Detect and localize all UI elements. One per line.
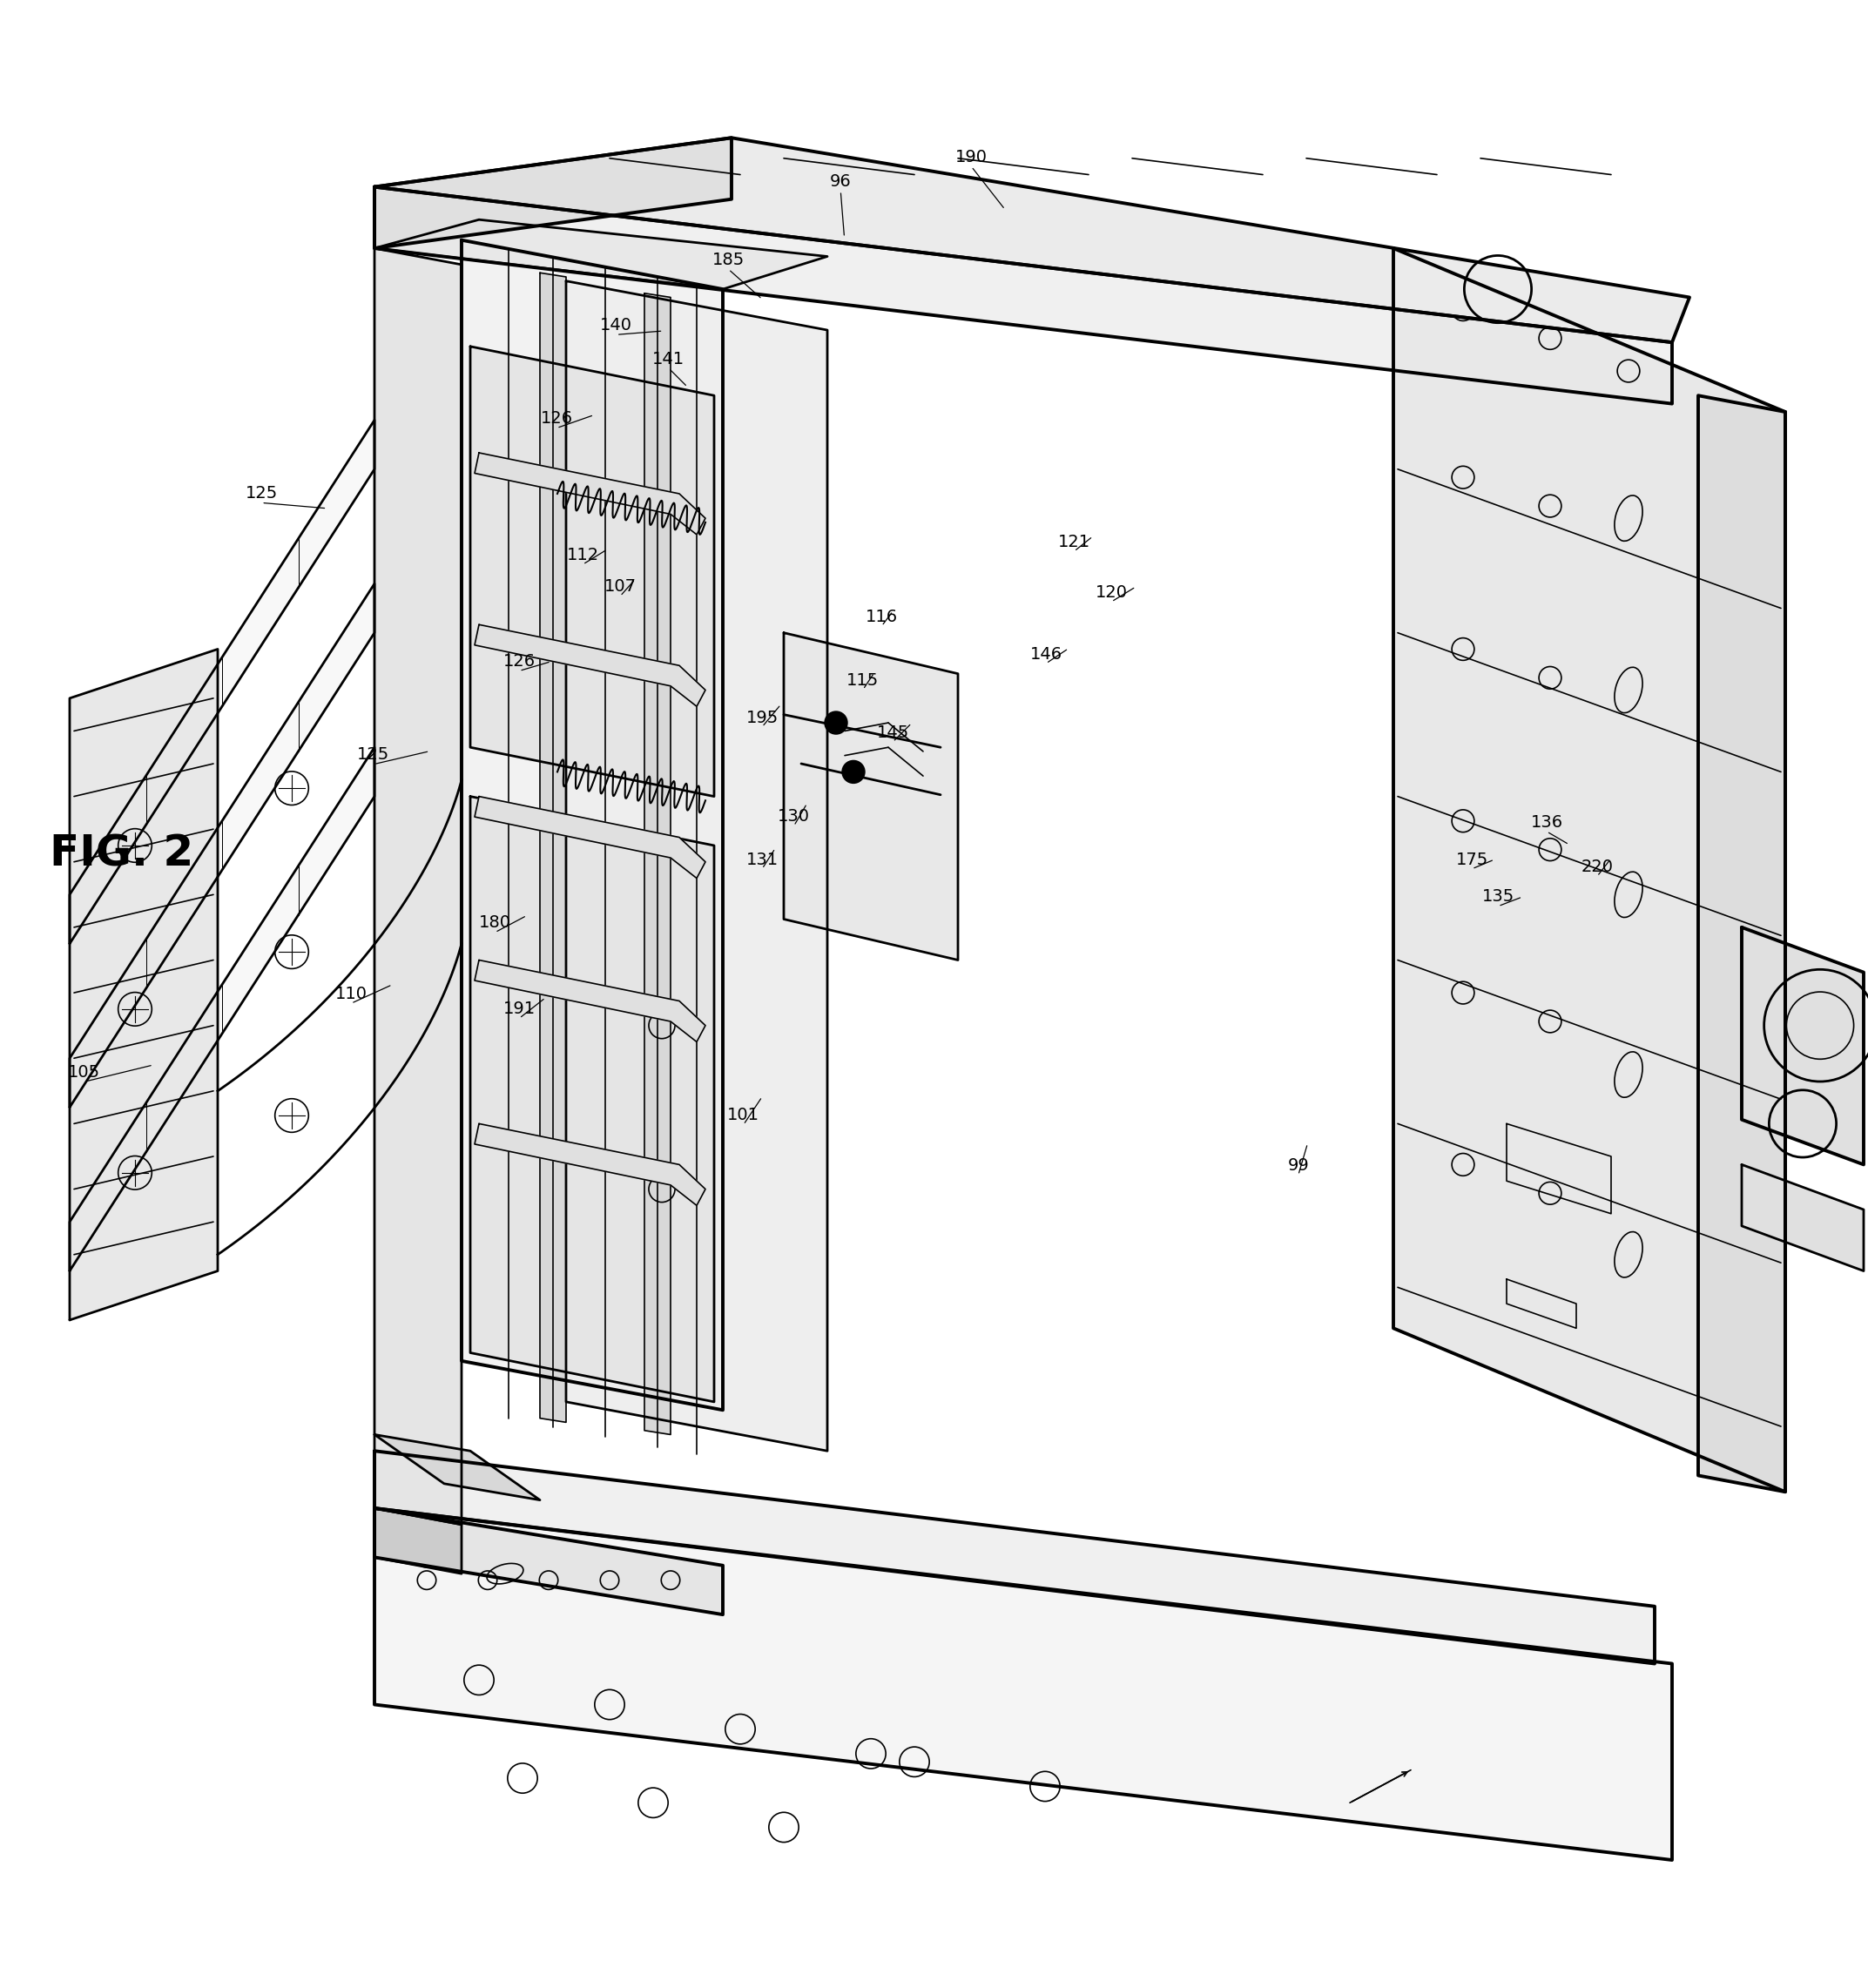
- Polygon shape: [471, 346, 714, 797]
- Polygon shape: [1741, 1165, 1864, 1270]
- Polygon shape: [374, 219, 828, 288]
- Polygon shape: [69, 747, 374, 1270]
- Text: 112: 112: [566, 547, 600, 563]
- Text: 130: 130: [777, 809, 811, 825]
- Text: 145: 145: [876, 724, 910, 742]
- Polygon shape: [374, 1451, 1655, 1664]
- Text: 141: 141: [652, 350, 686, 368]
- Text: 125: 125: [357, 747, 390, 763]
- Polygon shape: [474, 1123, 706, 1205]
- Text: 107: 107: [603, 579, 637, 594]
- Polygon shape: [1741, 926, 1864, 1165]
- Polygon shape: [644, 294, 671, 1435]
- Polygon shape: [374, 137, 732, 248]
- Polygon shape: [471, 797, 714, 1402]
- Text: 146: 146: [1029, 646, 1063, 662]
- Polygon shape: [461, 241, 723, 1409]
- Polygon shape: [474, 624, 706, 706]
- Text: 220: 220: [1580, 859, 1614, 875]
- Text: 126: 126: [502, 654, 536, 670]
- Polygon shape: [69, 650, 219, 1320]
- Polygon shape: [1698, 396, 1786, 1491]
- Polygon shape: [69, 584, 374, 1107]
- Text: 175: 175: [1455, 851, 1489, 869]
- Text: 121: 121: [1057, 533, 1091, 551]
- Polygon shape: [474, 960, 706, 1042]
- Polygon shape: [374, 1509, 1672, 1861]
- Circle shape: [842, 761, 865, 783]
- Polygon shape: [1394, 248, 1786, 1491]
- Text: 126: 126: [540, 410, 573, 427]
- Polygon shape: [374, 1509, 461, 1574]
- Text: FIG. 2: FIG. 2: [49, 833, 194, 875]
- Text: 140: 140: [600, 316, 633, 334]
- Text: 96: 96: [829, 173, 852, 189]
- Text: 105: 105: [67, 1064, 101, 1081]
- Polygon shape: [474, 797, 706, 879]
- Polygon shape: [540, 272, 566, 1421]
- Text: 99: 99: [1287, 1157, 1309, 1175]
- Polygon shape: [374, 248, 461, 1525]
- Text: 180: 180: [478, 914, 512, 930]
- Text: 120: 120: [1095, 584, 1128, 600]
- Text: 110: 110: [334, 986, 368, 1002]
- Text: 190: 190: [955, 149, 988, 165]
- Text: 185: 185: [712, 252, 745, 268]
- Polygon shape: [374, 1435, 540, 1501]
- Polygon shape: [374, 1509, 723, 1614]
- Circle shape: [826, 712, 848, 734]
- Text: 115: 115: [846, 672, 880, 688]
- Polygon shape: [785, 632, 958, 960]
- Polygon shape: [69, 419, 374, 944]
- Polygon shape: [474, 453, 706, 535]
- Text: 135: 135: [1481, 889, 1515, 905]
- Text: 195: 195: [745, 710, 779, 726]
- Polygon shape: [374, 187, 1672, 404]
- Text: 131: 131: [745, 851, 779, 869]
- Text: 125: 125: [245, 485, 278, 501]
- Text: 116: 116: [865, 608, 899, 624]
- Polygon shape: [374, 137, 1689, 342]
- Text: 101: 101: [727, 1107, 760, 1123]
- Polygon shape: [566, 280, 828, 1451]
- Text: 191: 191: [502, 1000, 536, 1018]
- Text: 136: 136: [1530, 813, 1564, 831]
